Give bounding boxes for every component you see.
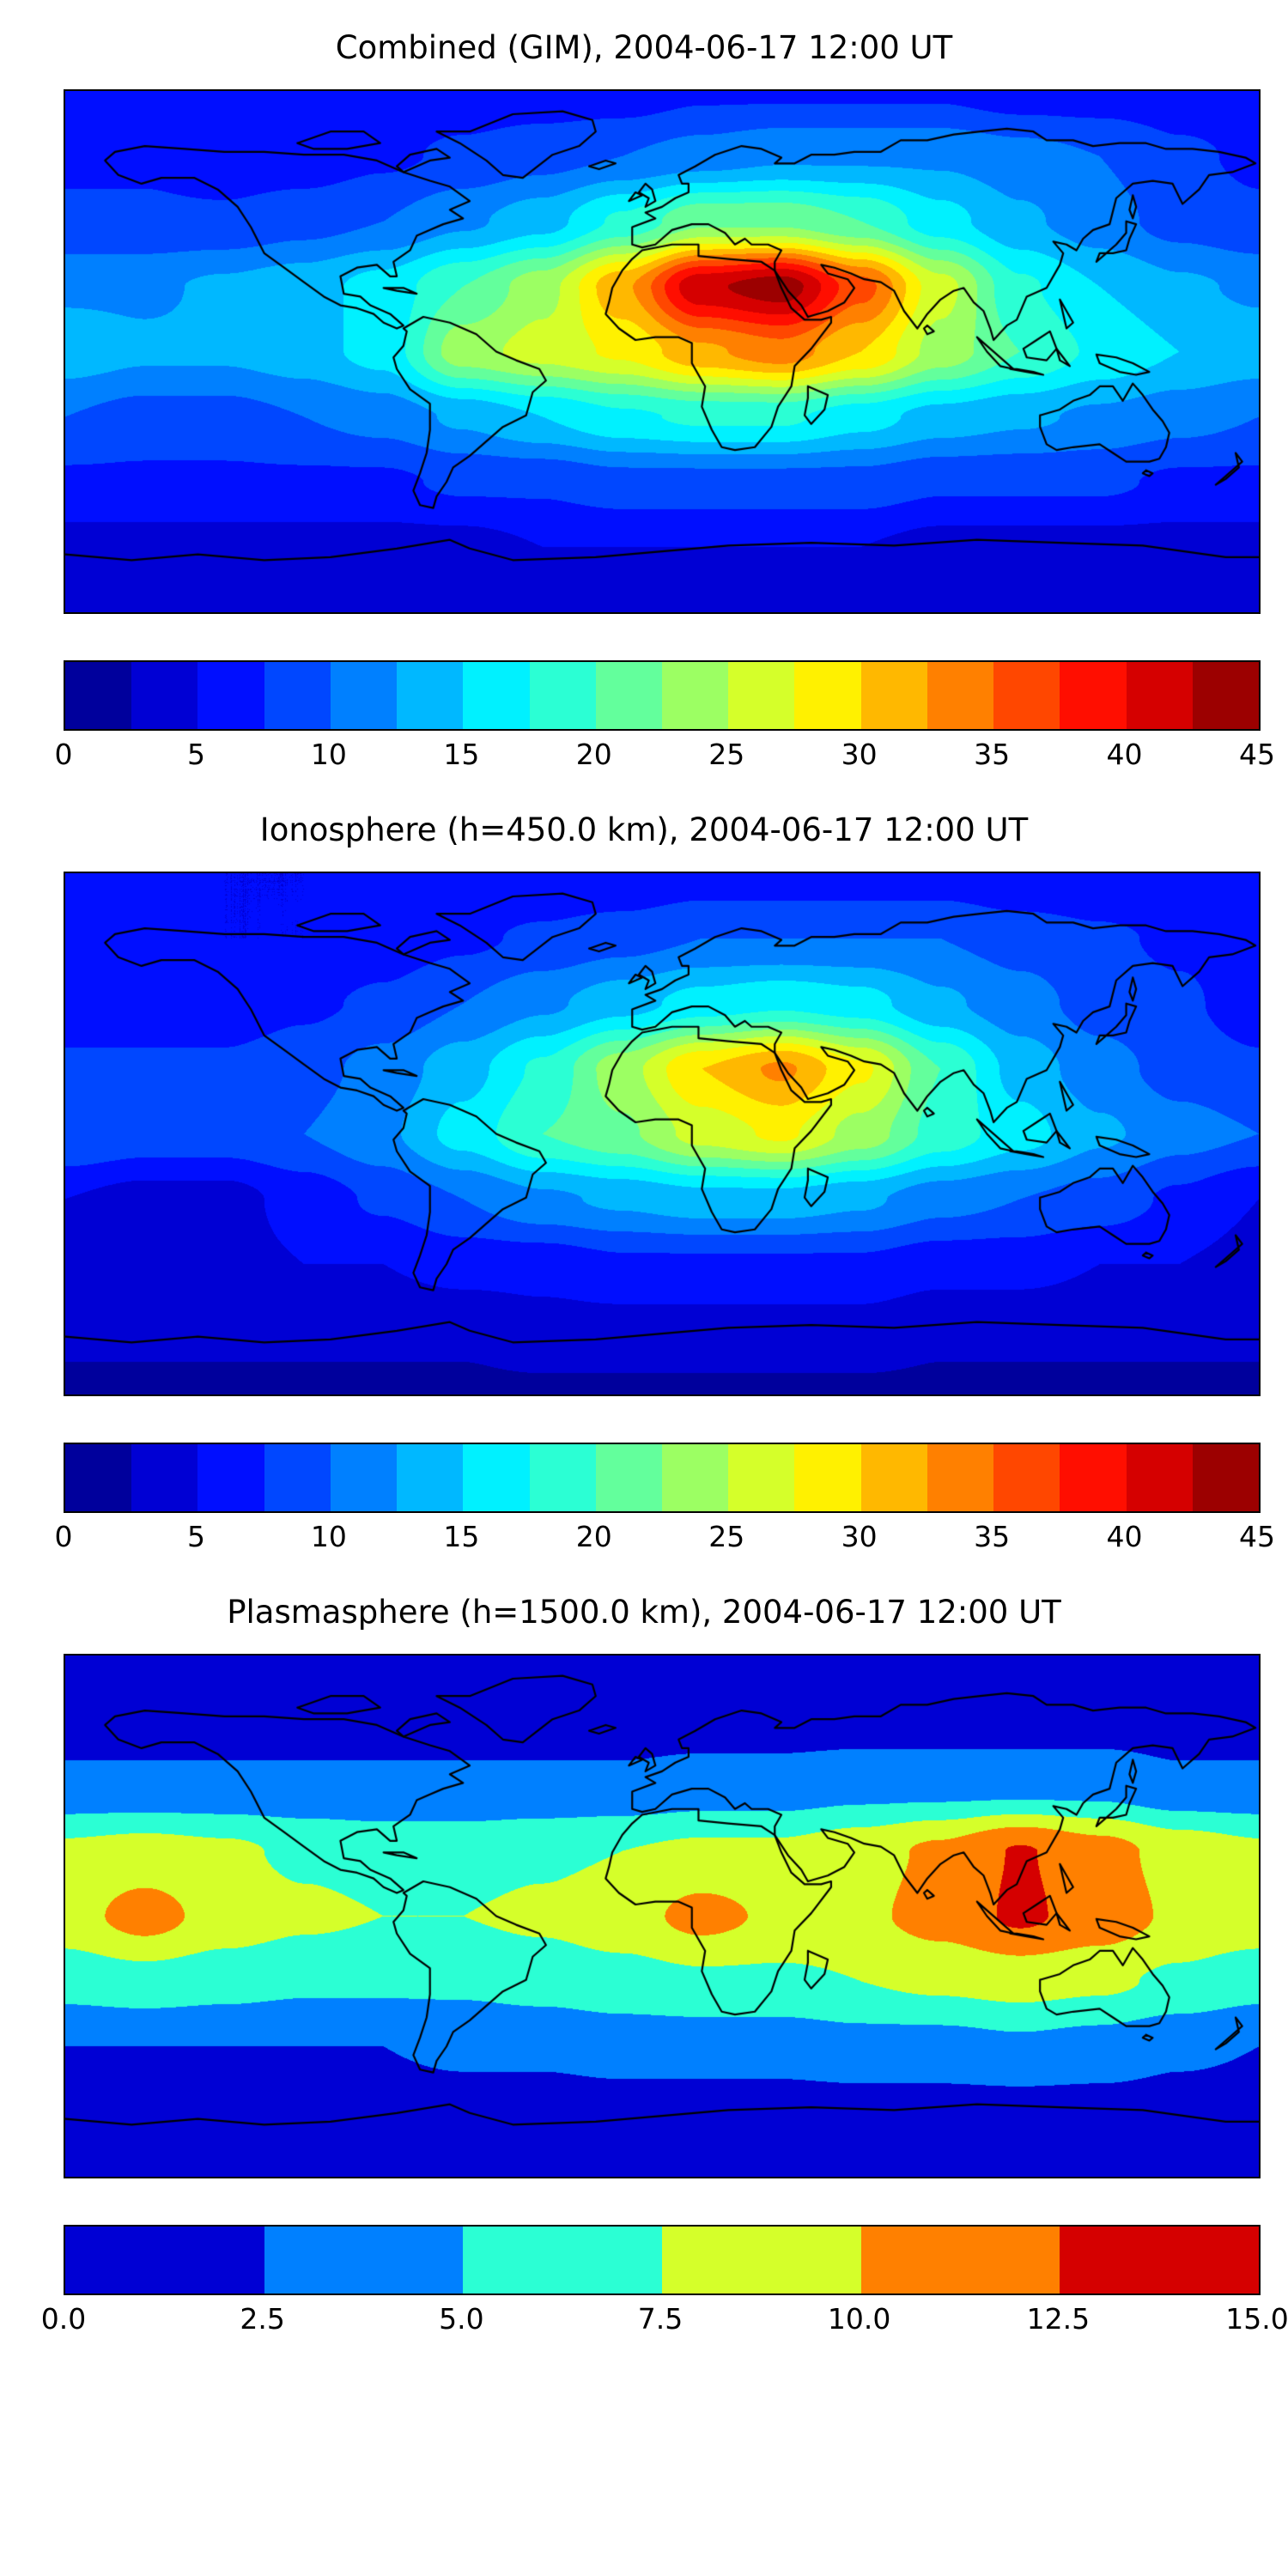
- colorbar-tick-label: 5.0: [439, 2302, 484, 2336]
- colorbar-tick-label: 0: [54, 738, 73, 771]
- colorbar-tick-label: 35: [974, 738, 1011, 771]
- colorbar-tick-label: 40: [1106, 1520, 1143, 1553]
- map-frame: [64, 872, 1261, 1396]
- colorbar-segment: [595, 662, 662, 729]
- panel-combined-gim: Combined (GIM), 2004-06-17 12:00 UT 0 5 10…: [0, 0, 1288, 782]
- colorbar-segment: [529, 1444, 596, 1511]
- colorbar-tick-label: 0.0: [40, 2302, 87, 2336]
- colorbar-segment: [1060, 662, 1127, 729]
- colorbar-tick-label: 25: [708, 1520, 745, 1553]
- colorbar-ionosphere: [64, 1443, 1261, 1513]
- colorbar-segment: [65, 2227, 264, 2293]
- colorbar-segment: [264, 1444, 331, 1511]
- colorbar-segment: [993, 1444, 1060, 1511]
- colorbar-segment: [794, 1444, 861, 1511]
- colorbar-segment: [860, 662, 927, 729]
- colorbar-tick-label: 30: [841, 1520, 878, 1553]
- colorbar-segment: [131, 662, 198, 729]
- colorbar-segment: [197, 662, 264, 729]
- colorbar-segment: [794, 662, 861, 729]
- colorbar-plasmasphere: [64, 2225, 1261, 2295]
- panel-title: Plasmasphere (h=1500.0 km), 2004-06-17 1…: [227, 1594, 1061, 1631]
- colorbar-tick-label: 2.5: [240, 2302, 285, 2336]
- colorbar-segment: [264, 2227, 464, 2293]
- colorbar-segment: [860, 2227, 1060, 2293]
- colorbar-segment: [330, 662, 398, 729]
- colorbar-tick-label: 45: [1239, 738, 1275, 771]
- colorbar-segment: [1126, 1444, 1193, 1511]
- colorbar-segment: [860, 1444, 927, 1511]
- world-map-ionosphere: [65, 873, 1259, 1394]
- colorbar-segment: [661, 1444, 729, 1511]
- colorbar-segment: [131, 1444, 198, 1511]
- colorbar-segment: [529, 662, 596, 729]
- bottom-spacer: [0, 2347, 1288, 2369]
- colorbar-segment: [662, 2227, 861, 2293]
- colorbar-segment: [264, 662, 331, 729]
- colorbar-tick-label: 0: [54, 1520, 73, 1553]
- map-frame: [64, 89, 1261, 614]
- colorbar-segment: [661, 662, 729, 729]
- tec-maps-figure: Combined (GIM), 2004-06-17 12:00 UT 0 5 10…: [0, 0, 1288, 2369]
- colorbar-segment: [993, 662, 1060, 729]
- colorbar-segment: [330, 1444, 398, 1511]
- colorbar-tick-label: 45: [1239, 1520, 1275, 1553]
- colorbar-tick-label: 15: [443, 1520, 480, 1553]
- colorbar-segment: [197, 1444, 264, 1511]
- colorbar-segment: [65, 1444, 132, 1511]
- colorbar-segment: [728, 1444, 795, 1511]
- colorbar-tick-label: 5: [186, 1520, 205, 1553]
- colorbar-tick-label: 15: [443, 738, 480, 771]
- colorbar-tick-label: 12.5: [1026, 2302, 1091, 2336]
- colorbar-segment: [927, 662, 994, 729]
- colorbar-segment: [463, 2227, 663, 2293]
- colorbar-ticks: 0 5 10 15 20 25 30 35 40 45: [55, 738, 1276, 782]
- colorbar-segment: [728, 662, 795, 729]
- colorbar-segment: [463, 1444, 530, 1511]
- colorbar-ticks: 0 5 10 15 20 25 30 35 40 45: [55, 1520, 1276, 1564]
- colorbar-segment: [397, 1444, 464, 1511]
- colorbar-tick-label: 15.0: [1225, 2302, 1288, 2336]
- colorbar-segment: [1192, 662, 1259, 729]
- colorbar-tick-label: 7.5: [637, 2302, 683, 2336]
- colorbar-tick-label: 20: [575, 738, 612, 771]
- colorbar-tick-label: 30: [841, 738, 878, 771]
- colorbar-segment: [1126, 662, 1193, 729]
- panel-plasmasphere: Plasmasphere (h=1500.0 km), 2004-06-17 1…: [0, 1564, 1288, 2347]
- colorbar-segment: [927, 1444, 994, 1511]
- colorbar-tick-label: 10.0: [827, 2302, 891, 2336]
- colorbar-tick-label: 10: [310, 738, 347, 771]
- colorbar-tick-label: 25: [708, 738, 745, 771]
- colorbar-tick-label: 40: [1106, 738, 1143, 771]
- colorbar-segment: [1192, 1444, 1259, 1511]
- colorbar-ticks: 0.0 2.5 5.0 7.5 10.0 12.5 15.0: [41, 2302, 1288, 2347]
- colorbar-segment: [595, 1444, 662, 1511]
- colorbar-combined-gim: [64, 660, 1261, 731]
- map-frame: [64, 1654, 1261, 2178]
- colorbar-tick-label: 5: [186, 738, 205, 771]
- colorbar-tick-label: 35: [974, 1520, 1011, 1553]
- colorbar-segment: [397, 662, 464, 729]
- panel-title: Combined (GIM), 2004-06-17 12:00 UT: [335, 29, 953, 66]
- world-map-combined-gim: [65, 91, 1259, 612]
- colorbar-segment: [463, 662, 530, 729]
- colorbar-segment: [1060, 2227, 1260, 2293]
- colorbar-tick-label: 10: [310, 1520, 347, 1553]
- world-map-plasmasphere: [65, 1656, 1259, 2177]
- panel-ionosphere: Ionosphere (h=450.0 km), 2004-06-17 12:0…: [0, 782, 1288, 1564]
- colorbar-segment: [1060, 1444, 1127, 1511]
- panel-title: Ionosphere (h=450.0 km), 2004-06-17 12:0…: [259, 811, 1029, 848]
- colorbar-segment: [65, 662, 132, 729]
- colorbar-tick-label: 20: [575, 1520, 612, 1553]
